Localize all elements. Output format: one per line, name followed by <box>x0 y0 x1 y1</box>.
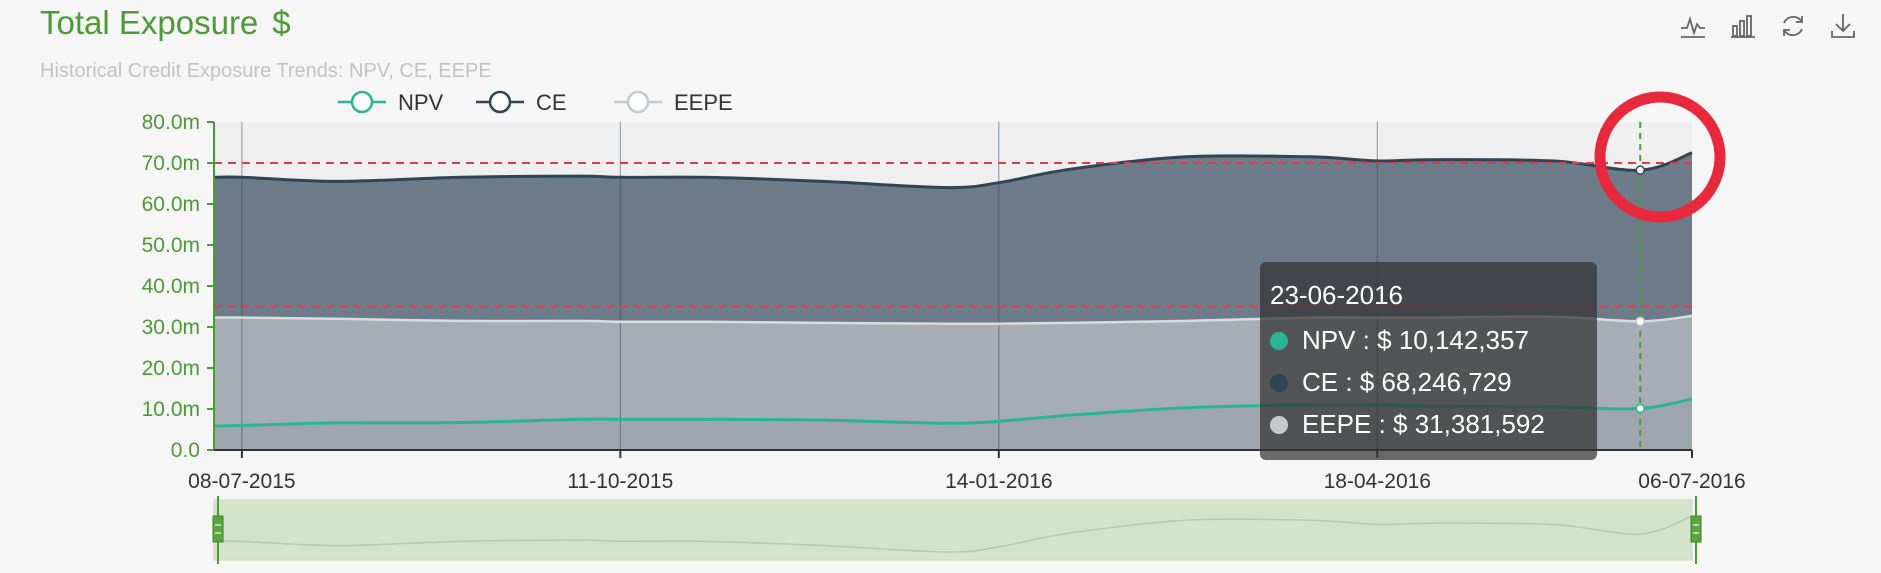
tooltip-npv-value: NPV : $ 10,142,357 <box>1302 325 1529 355</box>
eepe-dot <box>1270 415 1288 434</box>
ce-dot <box>1270 373 1288 392</box>
npv-hover-point <box>1635 403 1645 414</box>
x-tick-label: 18-04-2016 <box>1324 470 1431 493</box>
x-tick-label: 08-07-2015 <box>188 470 295 493</box>
legend-item-eepe[interactable]: EEPE <box>614 90 733 115</box>
toolbox <box>1675 8 1861 44</box>
zoom-slider-track <box>213 499 1693 561</box>
x-tick-label: 06-07-2016 <box>1638 470 1745 493</box>
tooltip-row-npv: NPV : $ 10,142,357 <box>1270 325 1529 356</box>
y-tick-label: 0.0 <box>171 439 200 462</box>
svg-text:CE: CE <box>536 90 567 115</box>
line-chart-button[interactable] <box>1675 8 1711 44</box>
tooltip-ce-value: CE : $ 68,246,729 <box>1302 367 1512 397</box>
title-text: Total Exposure <box>40 4 259 41</box>
zoom-handle-right[interactable] <box>1690 496 1702 564</box>
bar-chart-icon <box>1731 15 1755 38</box>
y-tick-label: 10.0m <box>142 398 200 421</box>
ce-line <box>213 151 1693 190</box>
eepe-hover-point <box>1635 316 1645 327</box>
y-tick-label: 40.0m <box>142 275 200 298</box>
tooltip: 23-06-2016 NPV : $ 10,142,357 CE : $ 68,… <box>1260 262 1597 460</box>
zoom-slider-preview <box>213 515 1693 553</box>
svg-text:EEPE: EEPE <box>674 90 733 115</box>
refresh-button[interactable] <box>1775 8 1811 44</box>
refresh-icon <box>1783 15 1803 37</box>
line-chart-icon <box>1681 15 1705 38</box>
y-tick-label: 80.0m <box>142 111 200 134</box>
x-tick-label: 14-01-2016 <box>945 470 1052 493</box>
tooltip-row-eepe: EEPE : $ 31,381,592 <box>1270 409 1545 440</box>
x-tick-label: 11-10-2015 <box>567 470 673 493</box>
zoom-handle-left[interactable] <box>212 496 224 564</box>
y-tick-label: 70.0m <box>142 152 200 175</box>
y-tick-label: 60.0m <box>142 193 200 216</box>
chart-title: Total Exposure $ <box>40 4 291 42</box>
svg-text:NPV: NPV <box>398 90 444 115</box>
y-tick-label: 30.0m <box>142 316 200 339</box>
y-tick-label: 50.0m <box>142 234 200 257</box>
tooltip-date: 23-06-2016 <box>1270 280 1403 310</box>
highlight-circle <box>1594 91 1726 223</box>
tooltip-row-ce: CE : $ 68,246,729 <box>1270 367 1512 398</box>
legend-item-ce[interactable]: CE <box>476 90 567 115</box>
bar-chart-button[interactable] <box>1725 8 1761 44</box>
y-tick-label: 20.0m <box>142 357 200 380</box>
chart-subtitle: Historical Credit Exposure Trends: NPV, … <box>40 60 492 82</box>
download-icon <box>1831 14 1855 38</box>
npv-dot <box>1270 331 1288 350</box>
legend-item-npv[interactable]: NPV <box>338 90 444 115</box>
tooltip-eepe-value: EEPE : $ 31,381,592 <box>1302 409 1545 439</box>
download-button[interactable] <box>1825 8 1861 44</box>
currency-symbol: $ <box>272 4 291 41</box>
ce-hover-point <box>1635 165 1645 175</box>
